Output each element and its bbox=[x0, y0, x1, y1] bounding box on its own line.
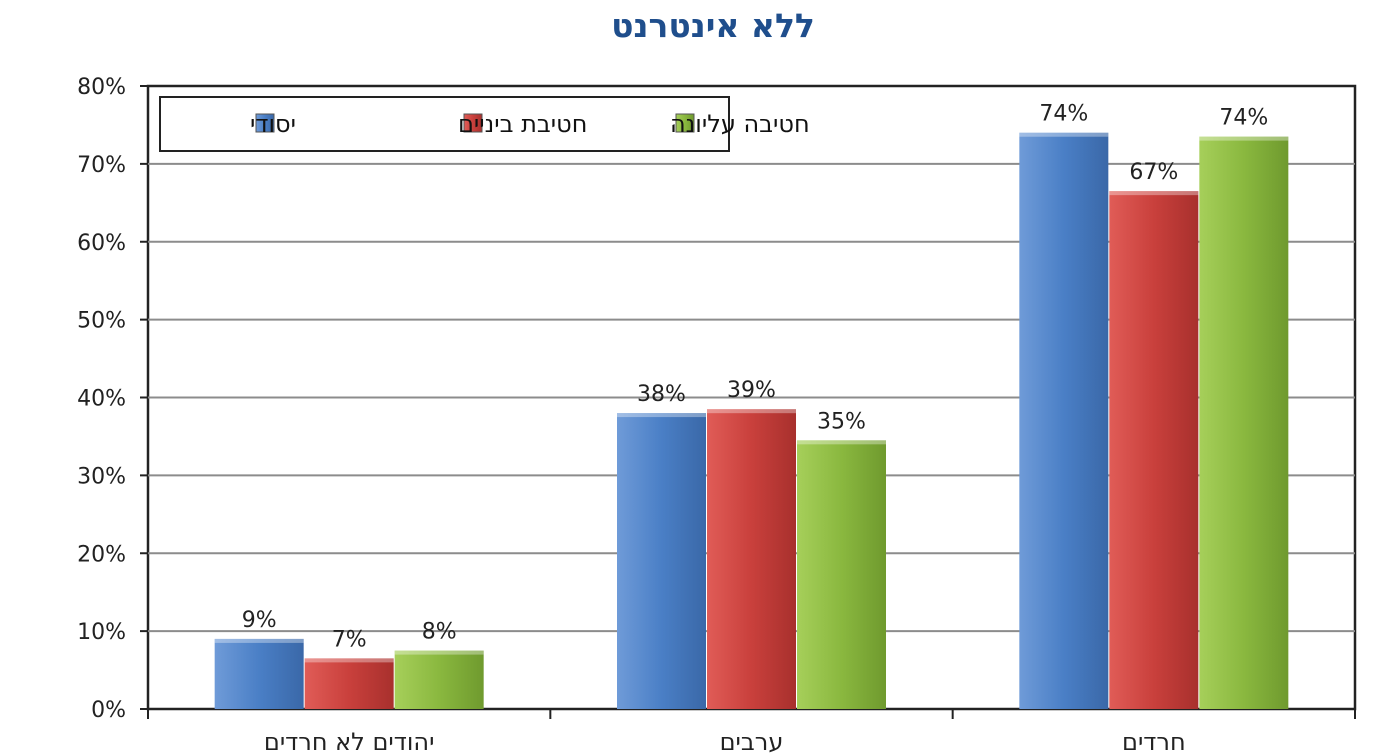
legend: יסודי חטיבת ביניים חטיבה עליונה bbox=[159, 96, 810, 152]
bar bbox=[707, 409, 796, 709]
y-tick-label: 20% bbox=[77, 542, 126, 567]
bars: 9% 7% 8% 38% 39% 35% 74% 67% 74% bbox=[214, 102, 1289, 710]
data-label: 74% bbox=[1039, 102, 1088, 127]
legend-label: חטיבת ביניים bbox=[458, 110, 587, 138]
bar-highlight bbox=[1199, 136, 1289, 141]
bar-highlight bbox=[1019, 132, 1109, 137]
bar bbox=[214, 638, 304, 709]
legend-swatch bbox=[675, 113, 695, 133]
bar-highlight bbox=[304, 658, 394, 663]
data-label: 39% bbox=[727, 378, 776, 403]
y-tick-label: 50% bbox=[77, 309, 126, 334]
y-tick-label: 70% bbox=[77, 153, 126, 178]
bar-highlight bbox=[1109, 191, 1199, 196]
data-label: 35% bbox=[817, 409, 866, 434]
bar-highlight bbox=[707, 409, 796, 414]
y-tick-label: 60% bbox=[77, 231, 126, 256]
legend-swatch bbox=[463, 113, 483, 133]
data-label: 7% bbox=[332, 627, 367, 652]
bar bbox=[617, 413, 706, 709]
bar bbox=[1019, 132, 1109, 710]
y-tick-label: 30% bbox=[77, 464, 126, 489]
y-tick-label: 0% bbox=[91, 698, 126, 723]
data-label: 9% bbox=[242, 608, 277, 633]
bar-highlight bbox=[797, 440, 886, 445]
y-tick-label: 80% bbox=[77, 75, 126, 100]
bar-highlight bbox=[214, 638, 304, 643]
bar bbox=[1199, 136, 1289, 709]
bar-highlight bbox=[617, 413, 706, 418]
chart-title: ללא אינטרנט bbox=[611, 6, 815, 45]
data-label: 8% bbox=[422, 620, 457, 645]
legend-label: יסודי bbox=[250, 110, 296, 138]
data-label: 67% bbox=[1129, 160, 1178, 185]
x-category-label: חרדים bbox=[1122, 728, 1186, 753]
y-tick-label: 40% bbox=[77, 387, 126, 412]
legend-box bbox=[159, 96, 730, 152]
bar bbox=[304, 658, 394, 709]
bar bbox=[1109, 191, 1199, 710]
bar bbox=[797, 440, 886, 709]
legend-swatch bbox=[255, 113, 275, 133]
axes: 0% 10% 20% 30% 40% 50% 60% 70% 80% יהודים לא חרדי… bbox=[77, 75, 1356, 753]
bar bbox=[394, 650, 484, 709]
bar-highlight bbox=[394, 650, 484, 655]
data-label: 38% bbox=[637, 382, 686, 407]
legend-label: חטיבה עליונה bbox=[670, 110, 810, 138]
y-tick-label: 10% bbox=[77, 620, 126, 645]
x-category-label: יהודים לא חרדים bbox=[264, 728, 435, 753]
data-label: 74% bbox=[1219, 106, 1268, 131]
x-category-label: ערבים bbox=[720, 728, 784, 753]
